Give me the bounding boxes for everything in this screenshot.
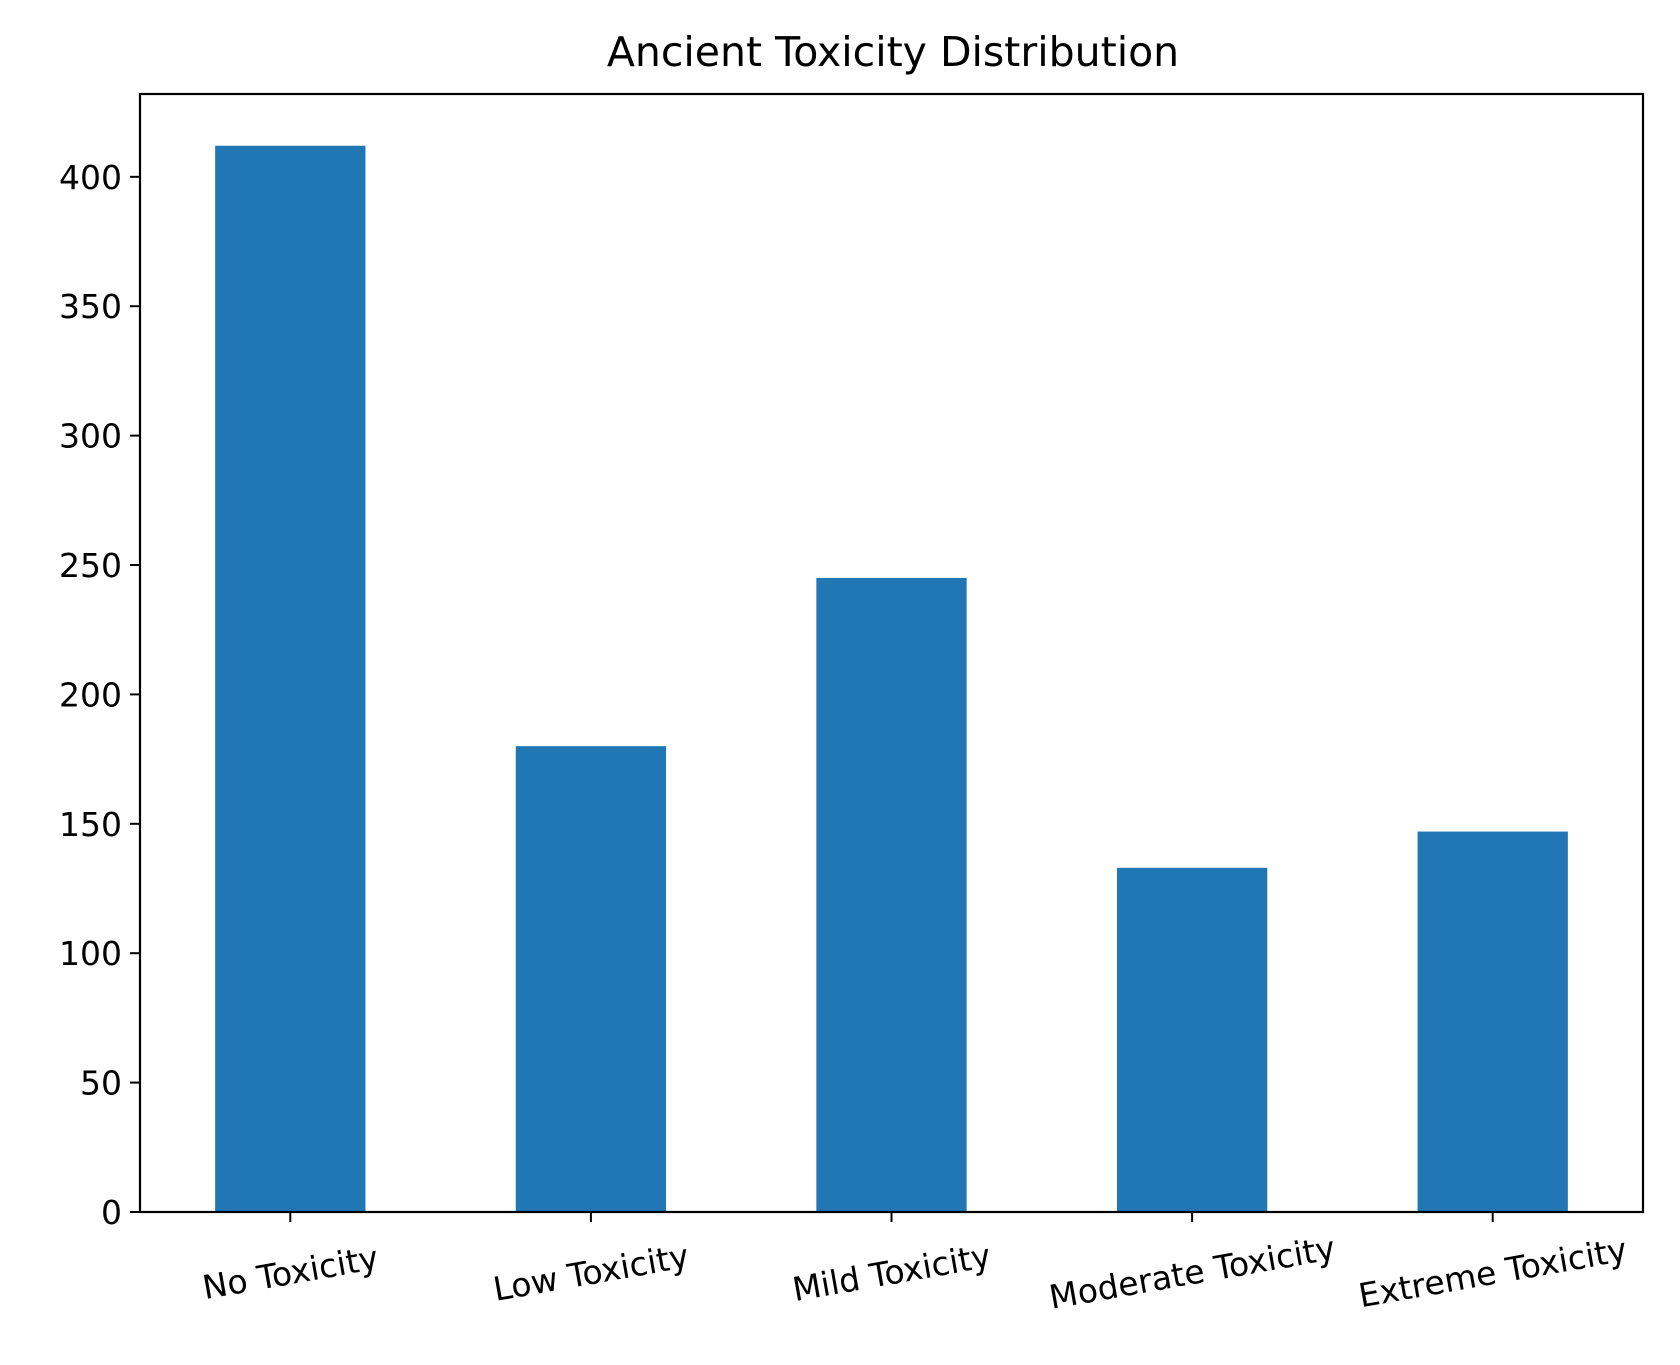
y-tick-label: 50 [80, 1064, 122, 1103]
bar-moderate-toxicity [1116, 867, 1268, 1212]
bar-mild-toxicity [816, 577, 967, 1212]
chart-title: Ancient Toxicity Distribution [607, 28, 1179, 76]
y-tick-label: 300 [59, 417, 122, 456]
y-tick-label: 0 [101, 1193, 122, 1232]
y-tick-label: 400 [59, 158, 122, 197]
y-axis: 0 50 100 150 200 250 300 350 400 [59, 158, 140, 1232]
y-tick-label: 100 [59, 934, 122, 973]
y-tick-label: 200 [59, 675, 122, 714]
plot-frame [138, 92, 1645, 1214]
y-tick-label: 350 [59, 287, 122, 326]
bar-no-toxicity [215, 145, 366, 1212]
y-tick-label: 150 [59, 805, 122, 844]
y-tick-label: 250 [59, 546, 122, 585]
bar-extreme-toxicity [1417, 831, 1568, 1212]
bars-layer [215, 145, 1568, 1212]
bar-low-toxicity [515, 746, 667, 1212]
